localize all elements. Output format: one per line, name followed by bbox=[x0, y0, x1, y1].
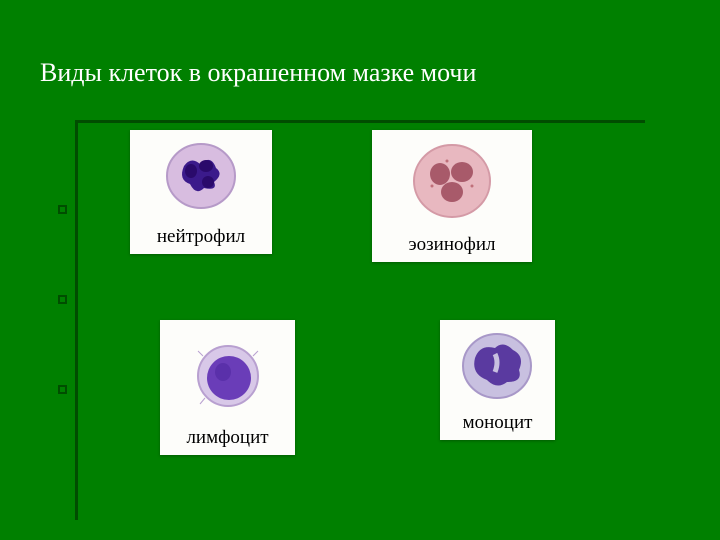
bullet-3 bbox=[58, 385, 67, 394]
label-neutrophil: нейтрофил bbox=[130, 226, 272, 248]
label-lymphocyte: лимфоцит bbox=[160, 427, 295, 449]
cell-card-monocyte: моноцит bbox=[440, 320, 555, 440]
cell-card-neutrophil: нейтрофил bbox=[130, 130, 272, 254]
slide-title: Виды клеток в окрашенном мазке мочи bbox=[40, 58, 476, 88]
cell-image-eosinophil bbox=[402, 136, 502, 226]
cell-image-lymphocyte bbox=[183, 326, 273, 421]
cell-card-eosinophil: эозинофил bbox=[372, 130, 532, 262]
label-monocyte: моноцит bbox=[440, 412, 555, 434]
bullet-1 bbox=[58, 205, 67, 214]
cell-card-lymphocyte: лимфоцит bbox=[160, 320, 295, 455]
label-eosinophil: эозинофил bbox=[372, 234, 532, 256]
bullet-2 bbox=[58, 295, 67, 304]
cell-image-neutrophil bbox=[156, 136, 246, 216]
cell-image-monocyte bbox=[455, 326, 540, 406]
